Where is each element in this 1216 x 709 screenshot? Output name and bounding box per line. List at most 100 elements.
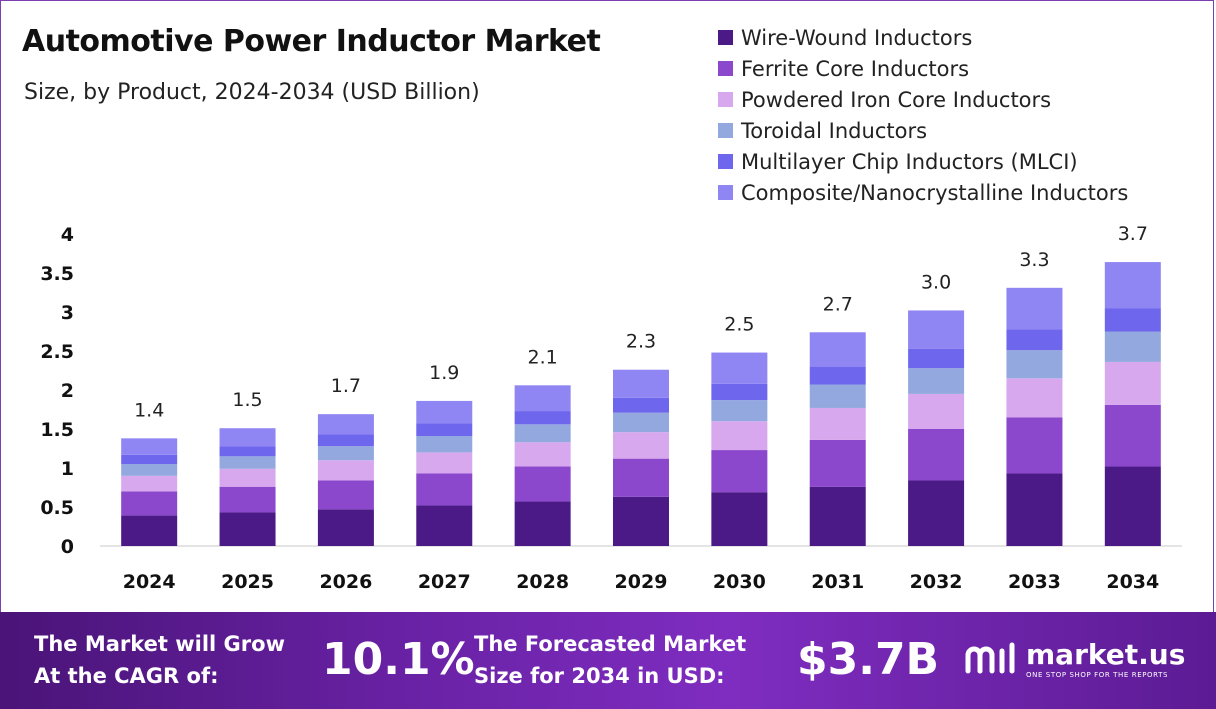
- stacked-bar-chart: 0 0.5 1 1.5 2 2.5 3 3.5 4 1.4 2024 1.5 2025 1.7 2026 1.…: [40, 223, 1182, 593]
- x-tick-label: 2029: [615, 571, 668, 593]
- bar-total-label: 1.5: [232, 389, 262, 411]
- footer-banner: The Market will Grow At the CAGR of: 10.…: [0, 612, 1216, 709]
- legend-label: Toroidal Inductors: [741, 118, 928, 143]
- cagr-label-line1: The Market will Grow: [34, 632, 285, 656]
- bar-total-label: 3.3: [1019, 249, 1049, 271]
- bar-segment: [1104, 466, 1161, 546]
- forecast-label-line2: Size for 2034 in USD:: [474, 664, 725, 688]
- legend-swatch: [718, 154, 733, 169]
- y-tick-label: 3: [61, 302, 74, 324]
- bar-segment: [317, 460, 374, 481]
- bar-segment: [416, 452, 473, 474]
- x-tick-label: 2033: [1008, 571, 1061, 593]
- bar-total-label: 2.7: [823, 293, 853, 315]
- cagr-label-line2: At the CAGR of:: [34, 664, 219, 688]
- bar-segment: [908, 310, 965, 349]
- bar-segment: [416, 436, 473, 453]
- bar-segment: [809, 439, 866, 487]
- chart-title: Automotive Power Inductor Market: [22, 24, 601, 59]
- legend-label: Composite/Nanocrystalline Inductors: [741, 180, 1129, 205]
- bar-segment: [711, 400, 768, 422]
- bar-segment: [711, 421, 768, 451]
- bar-segment: [317, 446, 374, 461]
- bar-segment: [1006, 329, 1063, 351]
- brand-logo[interactable]: market.us ONE STOP SHOP FOR THE REPORTS: [962, 640, 1185, 679]
- chart-frame: [0, 0, 1214, 612]
- bar-segment: [317, 414, 374, 435]
- bar-segment: [219, 446, 276, 457]
- bar-segment: [514, 385, 571, 412]
- bar-total-label: 1.7: [331, 375, 361, 397]
- legend-swatch: [718, 92, 733, 107]
- bar-segment: [1104, 404, 1161, 467]
- bar-total-label: 2.1: [528, 346, 558, 368]
- forecast-value: $3.7B: [797, 634, 940, 685]
- bar-segment: [416, 505, 473, 546]
- y-tick-label: 0: [61, 536, 74, 558]
- legend-label: Wire-Wound Inductors: [741, 25, 973, 50]
- bar-segment: [416, 473, 473, 506]
- bar-segment: [711, 383, 768, 401]
- bar-segment: [908, 480, 965, 546]
- bar-segment: [613, 458, 669, 497]
- legend-swatch: [718, 123, 733, 138]
- x-tick-label: 2025: [221, 571, 274, 593]
- market-us-logo-icon: [965, 642, 1015, 673]
- bar-segment: [809, 486, 866, 546]
- bar-segment: [514, 411, 571, 425]
- bar-segment: [514, 466, 571, 502]
- bar-segment: [1104, 262, 1161, 309]
- y-tick-label: 2: [61, 380, 74, 402]
- bar-segment: [908, 368, 965, 394]
- bar-segment: [1104, 308, 1161, 332]
- y-tick-label: 1.5: [40, 419, 74, 441]
- x-tick-label: 2028: [516, 571, 569, 593]
- bar-segment: [613, 369, 669, 398]
- chart-legend: Wire-Wound Inductors Ferrite Core Inducto…: [718, 22, 1128, 208]
- x-tick-label: 2031: [811, 571, 864, 593]
- legend-swatch: [718, 30, 733, 45]
- x-tick-label: 2030: [713, 571, 766, 593]
- brand-name: market.us: [1026, 638, 1186, 671]
- bar-segment: [416, 423, 473, 437]
- bar-segment: [1006, 378, 1063, 418]
- bar-segment: [317, 434, 374, 447]
- legend-swatch: [718, 185, 733, 200]
- x-tick-label: 2024: [123, 571, 176, 593]
- x-tick-label: 2034: [1106, 571, 1159, 593]
- x-tick-label: 2032: [910, 571, 963, 593]
- x-tick-label: 2026: [319, 571, 372, 593]
- bar-segment: [809, 407, 866, 440]
- bar-segment: [317, 480, 374, 510]
- x-tick-label: 2027: [418, 571, 471, 593]
- brand-tagline: ONE STOP SHOP FOR THE REPORTS: [1026, 671, 1169, 679]
- y-tick-label: 1: [61, 458, 74, 480]
- legend-item: Multilayer Chip Inductors (MLCI): [718, 146, 1128, 177]
- bar-segment: [613, 412, 669, 433]
- y-tick-label: 4: [61, 224, 74, 246]
- bar-segment: [121, 491, 178, 516]
- bar-segment: [219, 428, 276, 447]
- bar-total-label: 2.5: [724, 314, 754, 336]
- bar-segment: [121, 475, 178, 492]
- bar-segment: [1104, 331, 1161, 362]
- bar-segment: [219, 486, 276, 513]
- bar-total-label: 1.9: [429, 362, 459, 384]
- bar-total-label: 2.3: [626, 331, 656, 353]
- bar-segment: [514, 424, 571, 443]
- bar-segment: [809, 366, 866, 385]
- bar-segment: [1104, 361, 1161, 405]
- bar-segment: [711, 450, 768, 493]
- bar-segment: [317, 509, 374, 546]
- bar-segment: [1006, 287, 1063, 330]
- forecast-label-line1: The Forecasted Market: [474, 632, 747, 656]
- legend-item: Wire-Wound Inductors: [718, 22, 1128, 53]
- bar-segment: [711, 352, 768, 384]
- bar-segment: [1006, 350, 1063, 379]
- y-tick-label: 0.5: [40, 497, 74, 519]
- bar-total-label: 3.0: [921, 271, 951, 293]
- y-tick-label: 2.5: [40, 341, 74, 363]
- legend-label: Powdered Iron Core Inductors: [741, 87, 1052, 112]
- chart-subtitle: Size, by Product, 2024-2034 (USD Billion…: [24, 80, 480, 105]
- bar-segment: [121, 438, 178, 455]
